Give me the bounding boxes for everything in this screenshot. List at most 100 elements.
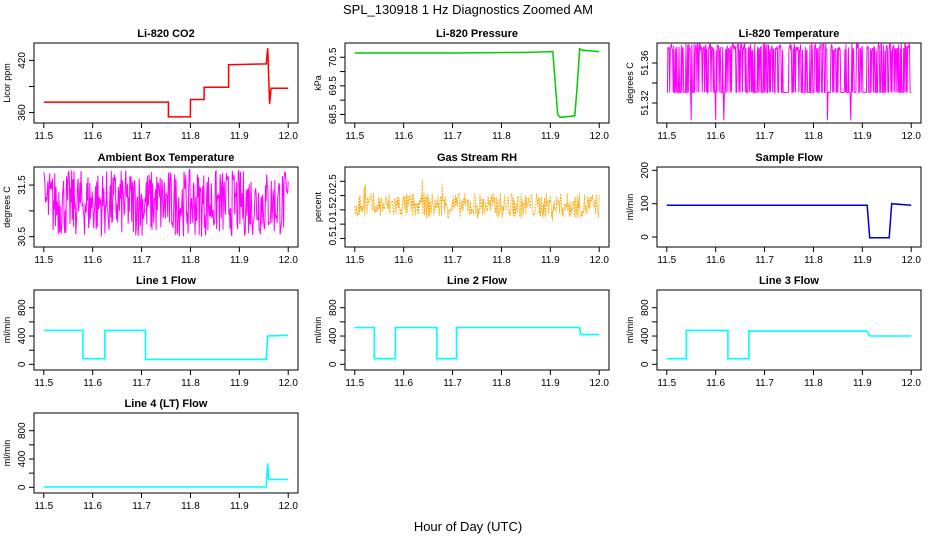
x-tick-label: 11.7: [443, 131, 462, 142]
x-tick-label: 11.8: [492, 378, 511, 389]
panel-ylabel: ml/min: [2, 317, 12, 344]
x-tick-label: 11.6: [83, 131, 102, 142]
series-line: [666, 329, 912, 360]
series-line: [354, 326, 600, 360]
x-tick-label: 11.5: [34, 378, 53, 389]
x-tick-label: 11.9: [541, 255, 560, 266]
x-tick-label: 11.5: [657, 131, 676, 142]
y-tick-label: 400: [640, 327, 651, 344]
y-tick-label: 360: [17, 104, 28, 121]
y-tick-label: 400: [17, 327, 28, 344]
y-tick-label: 800: [328, 299, 339, 316]
x-tick-label: 11.5: [345, 378, 364, 389]
x-tick-label: 11.8: [181, 501, 200, 512]
x-tick-label: 11.8: [804, 378, 823, 389]
y-tick-label: 1.0: [328, 217, 339, 231]
figure-title: SPL_130918 1 Hz Diagnostics Zoomed AM: [343, 2, 593, 17]
x-tick-label: 11.9: [230, 255, 249, 266]
x-tick-label: 11.8: [804, 255, 823, 266]
series-line: [43, 463, 289, 488]
panel-frame: [656, 166, 922, 248]
x-tick-label: 11.6: [83, 255, 102, 266]
panel-title: Ambient Box Temperature: [98, 152, 235, 164]
y-tick-label: 69.5: [328, 76, 339, 96]
plot-area: [43, 168, 289, 237]
y-tick-label: 1.5: [328, 202, 339, 216]
y-tick-label: 0: [328, 361, 339, 367]
x-tick-label: 11.6: [394, 131, 413, 142]
x-tick-label: 11.7: [755, 131, 774, 142]
x-tick-label: 11.8: [492, 255, 511, 266]
x-tick-label: 11.5: [345, 255, 364, 266]
x-tick-label: 11.8: [804, 131, 823, 142]
x-tick-label: 11.7: [443, 378, 462, 389]
x-tick-label: 11.8: [492, 131, 511, 142]
x-tick-label: 12.0: [278, 378, 298, 389]
y-tick-label: 400: [328, 327, 339, 344]
plot-area: [666, 202, 912, 239]
y-tick-label: 30.5: [17, 227, 28, 247]
plot-area: [354, 47, 600, 119]
x-tick-label: 11.6: [83, 378, 102, 389]
x-tick-label: 11.7: [755, 255, 774, 266]
plot-area: [43, 329, 289, 361]
y-tick-label: 420: [17, 52, 28, 69]
x-tick-label: 11.7: [132, 378, 151, 389]
x-tick-label: 11.6: [706, 378, 725, 389]
x-tick-label: 12.0: [901, 131, 921, 142]
x-tick-label: 11.9: [230, 131, 249, 142]
x-tick-label: 11.7: [132, 501, 151, 512]
panel-frame: [344, 289, 610, 371]
plot-area: [354, 179, 600, 221]
x-tick-label: 11.7: [755, 378, 774, 389]
y-tick-label: 2.5: [328, 174, 339, 188]
x-tick-label: 12.0: [278, 131, 298, 142]
x-tick-label: 11.5: [34, 501, 53, 512]
x-tick-label: 12.0: [901, 255, 921, 266]
series-line: [666, 43, 912, 121]
x-tick-label: 11.6: [706, 131, 725, 142]
x-tick-label: 11.6: [394, 378, 413, 389]
x-tick-label: 11.8: [181, 131, 200, 142]
plot-area: [43, 48, 289, 118]
x-tick-label: 11.5: [34, 255, 53, 266]
x-tick-label: 12.0: [589, 131, 609, 142]
x-tick-label: 11.6: [706, 255, 725, 266]
x-tick-label: 11.9: [541, 378, 560, 389]
series-line: [43, 48, 289, 118]
panel-frame: [344, 166, 610, 248]
panel-frame: [656, 289, 922, 371]
panel-frame: [33, 42, 299, 124]
panel-frame: [33, 412, 299, 494]
y-tick-label: 70.5: [328, 47, 339, 67]
x-tick-label: 11.7: [132, 131, 151, 142]
panel-frame: [33, 166, 299, 248]
series-line: [666, 202, 912, 239]
x-tick-label: 12.0: [278, 501, 298, 512]
panel-title: Line 2 Flow: [447, 275, 507, 287]
y-tick-label: 800: [640, 299, 651, 316]
series-line: [354, 179, 600, 221]
series-line: [354, 47, 600, 119]
panel-ylabel: degrees C: [2, 186, 12, 228]
panel-8: Line 2 Flow ml/min 11.5 11.6 11.7 11.8 11.9 12.…: [313, 275, 610, 389]
x-tick-label: 12.0: [901, 378, 921, 389]
x-tick-label: 11.5: [345, 131, 364, 142]
panel-ylabel: Licor ppm: [2, 63, 12, 103]
panel-ylabel: ml/min: [2, 440, 12, 467]
panel-3: Li-820 Temperature degrees C 11.5 11.6 11.7 1…: [625, 28, 922, 142]
plot-area: [666, 43, 912, 121]
panel-ylabel: percent: [313, 191, 323, 222]
x-tick-label: 11.7: [443, 255, 462, 266]
panel-10: Line 4 (LT) Flow ml/min 11.5 11.6 11.7 11.8 11…: [2, 398, 299, 512]
panel-1: Li-820 CO2 Licor ppm 11.5 11.6 11.7 11.8 11.9 1…: [2, 28, 299, 142]
plot-area: [354, 326, 600, 360]
x-tick-label: 11.6: [394, 255, 413, 266]
panel-ylabel: degrees C: [625, 62, 635, 104]
y-tick-label: 800: [17, 299, 28, 316]
y-tick-label: 0.5: [328, 231, 339, 245]
x-tick-label: 11.5: [657, 378, 676, 389]
panel-5: Gas Stream RH percent 11.5 11.6 11.7 11.8 11.9…: [313, 152, 610, 266]
panel-ylabel: ml/min: [625, 317, 635, 344]
y-tick-label: 0: [640, 234, 651, 240]
